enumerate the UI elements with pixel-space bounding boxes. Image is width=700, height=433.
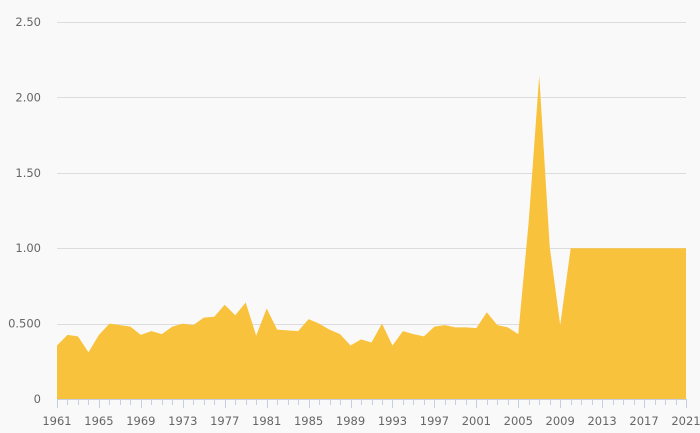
y-tick-label: 1.00	[15, 241, 41, 255]
x-tick-label: 2013	[587, 414, 616, 428]
x-tick-label: 2001	[462, 414, 491, 428]
x-tick-label: 1969	[126, 414, 155, 428]
x-tick-label: 2005	[504, 414, 533, 428]
x-tick-label: 1977	[210, 414, 239, 428]
x-tick-label: 1993	[378, 414, 407, 428]
x-axis-labels: 1961 1965 1969 1973 1977 1981 1985 1989 1993 1997…	[42, 414, 700, 428]
y-tick-label: 2.00	[15, 90, 41, 104]
x-tick-label: 1973	[168, 414, 197, 428]
x-axis	[57, 399, 687, 408]
y-tick-label: 1.50	[15, 166, 41, 180]
y-tick-label: 2.50	[15, 15, 41, 29]
x-tick-label: 2021	[671, 414, 700, 428]
y-tick-label: 0.500	[8, 317, 41, 331]
x-tick-label: 1961	[42, 414, 71, 428]
x-tick-label: 2009	[546, 414, 575, 428]
y-axis-labels: 0 0.500 1.00 1.50 2.00 2.50	[8, 15, 41, 406]
x-tick-label: 1985	[294, 414, 323, 428]
area-series	[57, 75, 686, 399]
x-tick-label: 2017	[629, 414, 658, 428]
y-tick-label: 0	[34, 392, 41, 406]
area-path	[57, 75, 686, 399]
x-tick-label: 1965	[84, 414, 113, 428]
x-tick-label: 1989	[336, 414, 365, 428]
x-tick-label: 1997	[420, 414, 449, 428]
x-tick-label: 1981	[252, 414, 281, 428]
